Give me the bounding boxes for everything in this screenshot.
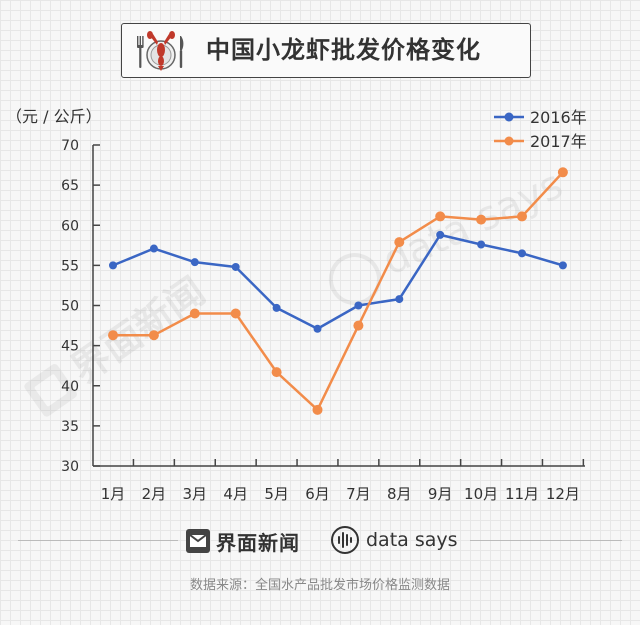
brand-footer: 界面新闻 data says	[0, 520, 640, 562]
data-point	[436, 230, 445, 239]
y-tick-label: 50	[61, 299, 79, 315]
divider-right	[470, 540, 622, 541]
legend-label: 2016年	[530, 108, 587, 127]
data-point	[477, 240, 486, 249]
data-point	[518, 249, 526, 258]
watermark-left-text: 界面新闻	[63, 269, 213, 392]
data-point	[149, 244, 158, 253]
data-point	[189, 308, 200, 319]
data-point	[476, 214, 487, 225]
data-point	[231, 262, 240, 271]
data-point	[271, 367, 282, 378]
watermark-right-text: data says	[376, 162, 570, 285]
data-point	[230, 308, 241, 319]
y-tick-label: 70	[61, 138, 79, 154]
chart-title: 中国小龙虾批发价格变化	[206, 36, 481, 64]
y-tick-label: 35	[61, 419, 79, 435]
series-2017年	[108, 167, 568, 415]
legend-swatch-dot	[504, 112, 514, 122]
brand-name: 界面新闻	[216, 530, 300, 555]
data-point	[272, 303, 281, 312]
data-point	[558, 261, 567, 270]
data-point	[435, 211, 446, 222]
data-point	[354, 301, 363, 310]
series-2016年	[109, 230, 567, 333]
x-tick-label: 9月	[428, 485, 453, 503]
legend: 2016年 2017年	[494, 108, 587, 151]
x-tick-label: 10月	[464, 485, 498, 503]
datasays-logo-icon	[331, 526, 359, 554]
watermark-left: 界面新闻	[24, 269, 213, 417]
title-box: 中国小龙虾批发价格变化	[121, 23, 531, 78]
legend-swatch-dot	[504, 136, 514, 146]
data-point	[109, 261, 117, 270]
y-tick-label: 30	[61, 459, 79, 475]
data-point	[395, 295, 404, 304]
crayfish-plate-icon	[137, 31, 184, 71]
axes: 30 35 40 45 50 55 60 65 70 1月 2月 3月 4月 5月 6月 7月 8月 9月 10月 1…	[61, 138, 585, 503]
data-point	[148, 330, 159, 341]
partner-name: data says	[366, 529, 458, 551]
x-tick-label: 2月	[142, 485, 167, 503]
data-point	[557, 167, 568, 178]
x-tick-label: 1月	[101, 485, 126, 503]
data-point	[108, 330, 118, 341]
y-tick-label: 40	[61, 379, 79, 395]
y-tick-label: 45	[61, 339, 79, 355]
x-tick-label: 6月	[305, 485, 330, 503]
x-tick-label: 7月	[346, 485, 371, 503]
line-chart: 界面新闻 data says （元 / 公斤） 30 35 40 45 50 55 60 65…	[6, 107, 587, 503]
x-tick-label: 11月	[505, 485, 539, 503]
series-layer	[108, 167, 568, 415]
data-point	[190, 258, 199, 267]
legend-label: 2017年	[530, 132, 587, 151]
brand-jiemian: 界面新闻	[186, 526, 300, 556]
y-tick-label: 55	[61, 258, 79, 274]
source-note: 数据来源：全国水产品批发市场价格监测数据	[189, 578, 450, 593]
x-tick-label: 12月	[546, 485, 580, 503]
series-line	[112, 233, 564, 331]
y-tick-label: 65	[61, 178, 79, 194]
divider-left	[18, 540, 178, 541]
brand-datasays: data says	[330, 524, 458, 556]
data-point	[353, 320, 364, 331]
x-tick-label: 3月	[183, 485, 208, 503]
data-point	[517, 211, 527, 222]
data-point	[313, 324, 322, 333]
x-tick-label: 4月	[223, 485, 248, 503]
data-point	[312, 404, 323, 415]
data-point	[394, 237, 405, 248]
series-line	[113, 171, 564, 412]
x-tick-label: 5月	[264, 485, 289, 503]
jiemian-logo-icon	[186, 529, 210, 553]
y-axis-label: （元 / 公斤）	[6, 107, 102, 126]
y-tick-label: 60	[61, 218, 79, 234]
x-tick-label: 8月	[387, 485, 412, 503]
